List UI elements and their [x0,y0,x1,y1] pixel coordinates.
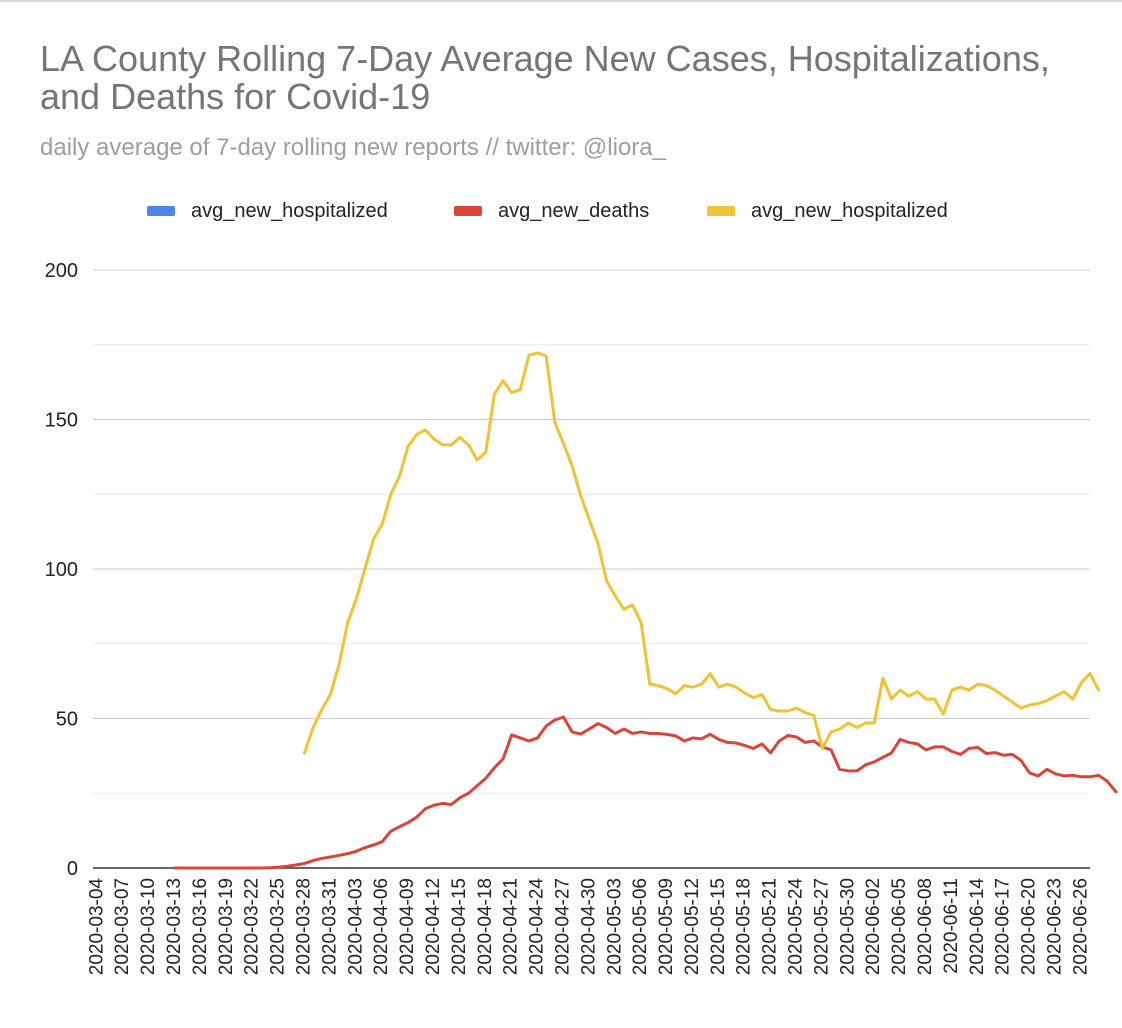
x-tick-label: 2020-05-27 [811,878,832,975]
series-lines [173,351,1118,870]
x-tick-label: 2020-03-13 [164,878,185,975]
y-tick-label: 200 [45,260,78,282]
x-tick-label: 2020-04-12 [423,878,444,975]
x-tick-label: 2020-03-25 [268,878,289,975]
x-tick-label: 2020-06-08 [915,878,936,975]
top-border [0,0,1122,2]
gridlines [93,269,1090,869]
x-tick-label: 2020-04-15 [449,878,470,975]
x-tick-label: 2020-05-21 [760,878,781,975]
legend-label: avg_new_hospitalized [751,199,948,222]
x-tick-label: 2020-06-17 [993,878,1014,975]
series-line-2-avg_new_hospitalized [302,351,1101,755]
chart-subtitle: daily average of 7-day rolling new repor… [40,134,666,161]
legend: avg_new_hospitalized avg_new_deaths avg_… [0,196,1122,226]
x-tick-label: 2020-06-26 [1070,878,1091,975]
x-tick-label: 2020-05-12 [682,878,703,975]
x-tick-label: 2020-04-09 [397,878,418,975]
x-tick-label: 2020-05-03 [604,878,625,975]
x-tick-label: 2020-03-28 [294,878,315,975]
x-tick-label: 2020-06-02 [863,878,884,975]
legend-item-hospitalized-blue: avg_new_hospitalized [147,196,388,226]
legend-label: avg_new_hospitalized [191,199,388,222]
x-tick-label: 2020-04-21 [501,878,522,975]
x-tick-label: 2020-06-20 [1019,878,1040,975]
x-tick-label: 2020-03-04 [86,878,107,976]
x-tick-label: 2020-04-30 [578,878,599,975]
x-tick-label: 2020-05-18 [734,878,755,975]
x-tick-label: 2020-05-30 [837,878,858,975]
x-tick-label: 2020-04-24 [527,878,548,976]
x-tick-label: 2020-04-27 [552,878,573,975]
x-tick-label: 2020-03-22 [242,878,263,975]
x-tick-label: 2020-03-19 [216,878,237,975]
legend-swatch-red [454,206,482,216]
x-tick-label: 2020-04-18 [475,878,496,975]
x-tick-label: 2020-03-10 [138,878,159,975]
y-tick-label: 0 [67,858,78,880]
chart-title: LA County Rolling 7-Day Average New Case… [40,38,1050,117]
y-axis: 0 50 100 150 200 [45,260,78,880]
x-axis: 2020-03-04 2020-03-07 2020-03-10 2020-03-13… [86,878,1091,976]
legend-swatch-blue [147,206,175,216]
x-tick-label: 2020-03-16 [190,878,211,975]
y-tick-label: 150 [45,410,78,432]
series-line-1-avg_new_deaths [173,715,1118,870]
legend-swatch-yellow [707,206,735,216]
y-tick-label: 100 [45,559,78,581]
x-tick-label: 2020-05-09 [656,878,677,975]
x-tick-label: 2020-06-14 [967,878,988,976]
x-tick-label: 2020-03-07 [112,878,133,975]
x-tick-label: 2020-05-24 [786,878,807,976]
x-tick-label: 2020-03-31 [319,878,340,975]
legend-label: avg_new_deaths [498,199,650,222]
x-tick-label: 2020-06-23 [1044,878,1065,975]
x-tick-label: 2020-06-11 [941,878,962,974]
legend-item-deaths: avg_new_deaths [454,196,649,226]
x-tick-label: 2020-05-15 [708,878,729,975]
x-tick-label: 2020-04-03 [345,878,366,975]
x-tick-label: 2020-05-06 [630,878,651,975]
y-tick-label: 50 [56,709,78,731]
x-tick-label: 2020-04-06 [371,878,392,975]
legend-item-hospitalized-yellow: avg_new_hospitalized [707,196,948,226]
x-tick-label: 2020-06-05 [889,878,910,975]
